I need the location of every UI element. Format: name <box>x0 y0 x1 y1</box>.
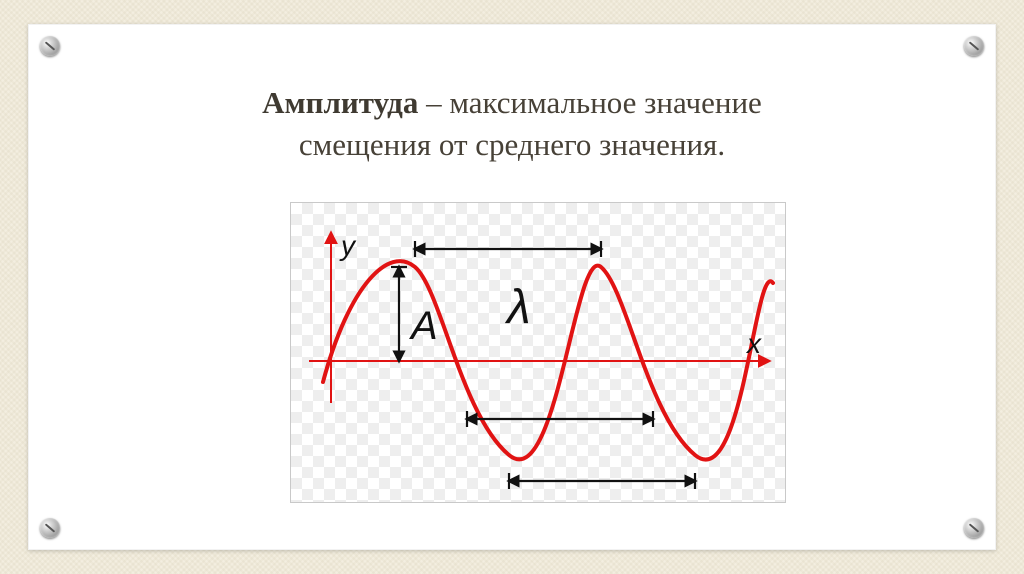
axes <box>309 233 769 403</box>
title-def-1: – максимальное значение <box>418 85 761 120</box>
slide-panel: Амплитуда – максимальное значение смещен… <box>28 24 996 550</box>
title-term: Амплитуда <box>262 85 418 120</box>
title-block: Амплитуда – максимальное значение смещен… <box>28 82 996 166</box>
lambda-mid <box>467 411 653 427</box>
diagram-box: y x λ A <box>290 202 786 503</box>
lambda-label: λ <box>504 281 531 334</box>
screw-icon <box>964 36 984 56</box>
slide-background: Амплитуда – максимальное значение смещен… <box>0 0 1024 574</box>
title-def-2: смещения от среднего значения. <box>299 127 725 162</box>
y-axis-label: y <box>339 230 357 261</box>
screw-icon <box>40 36 60 56</box>
lambda-top <box>415 241 601 257</box>
amplitude-label: A <box>409 304 438 348</box>
x-axis-label: x <box>745 328 762 359</box>
lambda-bottom <box>509 473 695 489</box>
wave-diagram: y x λ A <box>291 203 785 502</box>
amplitude-marker <box>391 267 407 361</box>
screw-icon <box>964 518 984 538</box>
screw-icon <box>40 518 60 538</box>
